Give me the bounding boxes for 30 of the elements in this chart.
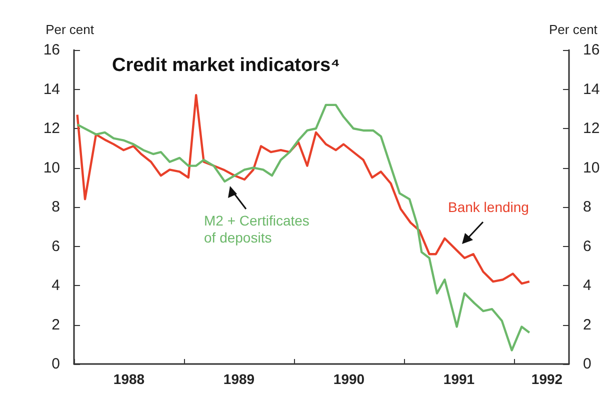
x-tick-label: 1988 <box>113 371 145 387</box>
y2-tick-label: 10 <box>583 159 600 176</box>
y-tick-label: 10 <box>43 159 60 176</box>
y-tick-label: 16 <box>43 42 60 58</box>
y-tick-label: 2 <box>52 316 60 334</box>
x-tick-label: 1992 <box>531 371 563 387</box>
text: M2 + Certificates of deposits <box>204 212 310 246</box>
y2-tick-label: 12 <box>583 120 600 137</box>
line-series <box>76 104 530 352</box>
x-tick-label: 1989 <box>223 371 255 387</box>
line-series <box>76 94 530 285</box>
x-tick-label: 1991 <box>443 371 475 387</box>
y2-tick-label: 8 <box>583 198 592 216</box>
y-tick-label: 8 <box>52 198 60 216</box>
y-tick-label: 4 <box>52 277 60 294</box>
y-tick-label: 0 <box>52 356 60 372</box>
y2-tick-label: 2 <box>583 316 592 334</box>
y2-tick-label: 6 <box>583 238 592 255</box>
y2-tick-label: 4 <box>583 277 592 294</box>
series-label: Bank lending <box>448 199 529 215</box>
x-tick-label: 1990 <box>333 371 365 387</box>
y-tick-label: 12 <box>43 120 60 137</box>
y-tick-label: 14 <box>43 80 60 98</box>
y2-tick-label: 14 <box>583 80 600 98</box>
y2-axis-title: Per cent <box>549 22 598 37</box>
y-axis-title: Per cent <box>46 22 94 37</box>
y2-tick-label: 0 <box>583 356 592 372</box>
y2-tick-label: 16 <box>583 42 600 58</box>
y-tick-label: 6 <box>52 238 60 255</box>
chart-title: Credit market indicators⁴ <box>112 55 340 76</box>
